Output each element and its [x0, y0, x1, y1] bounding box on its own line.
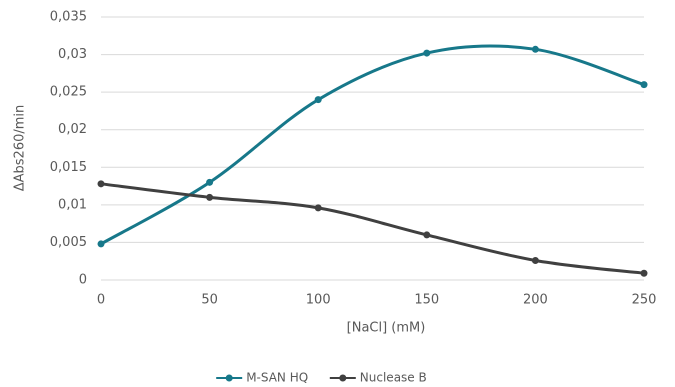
x-tick-label: 50	[201, 293, 218, 308]
y-tick-label: 0,025	[50, 85, 87, 100]
x-tick-label: 200	[523, 293, 548, 308]
legend-marker	[225, 374, 233, 382]
y-tick-label: 0	[79, 273, 87, 288]
data-point	[314, 204, 322, 212]
data-point	[531, 256, 539, 264]
y-axis-label: ΔAbs260/min	[13, 105, 28, 192]
y-tick-label: 0,03	[58, 47, 87, 62]
y-tick-label: 0,02	[58, 122, 87, 137]
y-tick-label: 0,005	[50, 235, 87, 250]
x-tick-label: 250	[632, 293, 657, 308]
data-point	[640, 81, 648, 89]
legend-marker	[339, 374, 347, 382]
series-line	[100, 44, 645, 246]
data-point	[206, 193, 214, 201]
x-tick-label: 0	[97, 293, 105, 308]
legend-label: M-SAN HQ	[246, 371, 308, 385]
x-tick-label: 100	[306, 293, 331, 308]
x-axis-label: [NaCl] (mM)	[347, 321, 426, 336]
x-tick-label: 150	[414, 293, 439, 308]
data-point	[97, 180, 105, 188]
data-point	[97, 240, 105, 248]
data-point	[423, 49, 431, 57]
data-point	[531, 45, 539, 53]
y-tick-label: 0,015	[50, 160, 87, 175]
data-point	[640, 269, 648, 277]
data-point	[206, 178, 214, 186]
y-tick-label: 0,01	[58, 197, 87, 212]
data-point	[314, 96, 322, 104]
series-line	[100, 182, 645, 275]
data-point	[423, 231, 431, 239]
y-tick-label: 0,035	[50, 10, 87, 25]
legend-label: Nuclease B	[360, 371, 427, 385]
